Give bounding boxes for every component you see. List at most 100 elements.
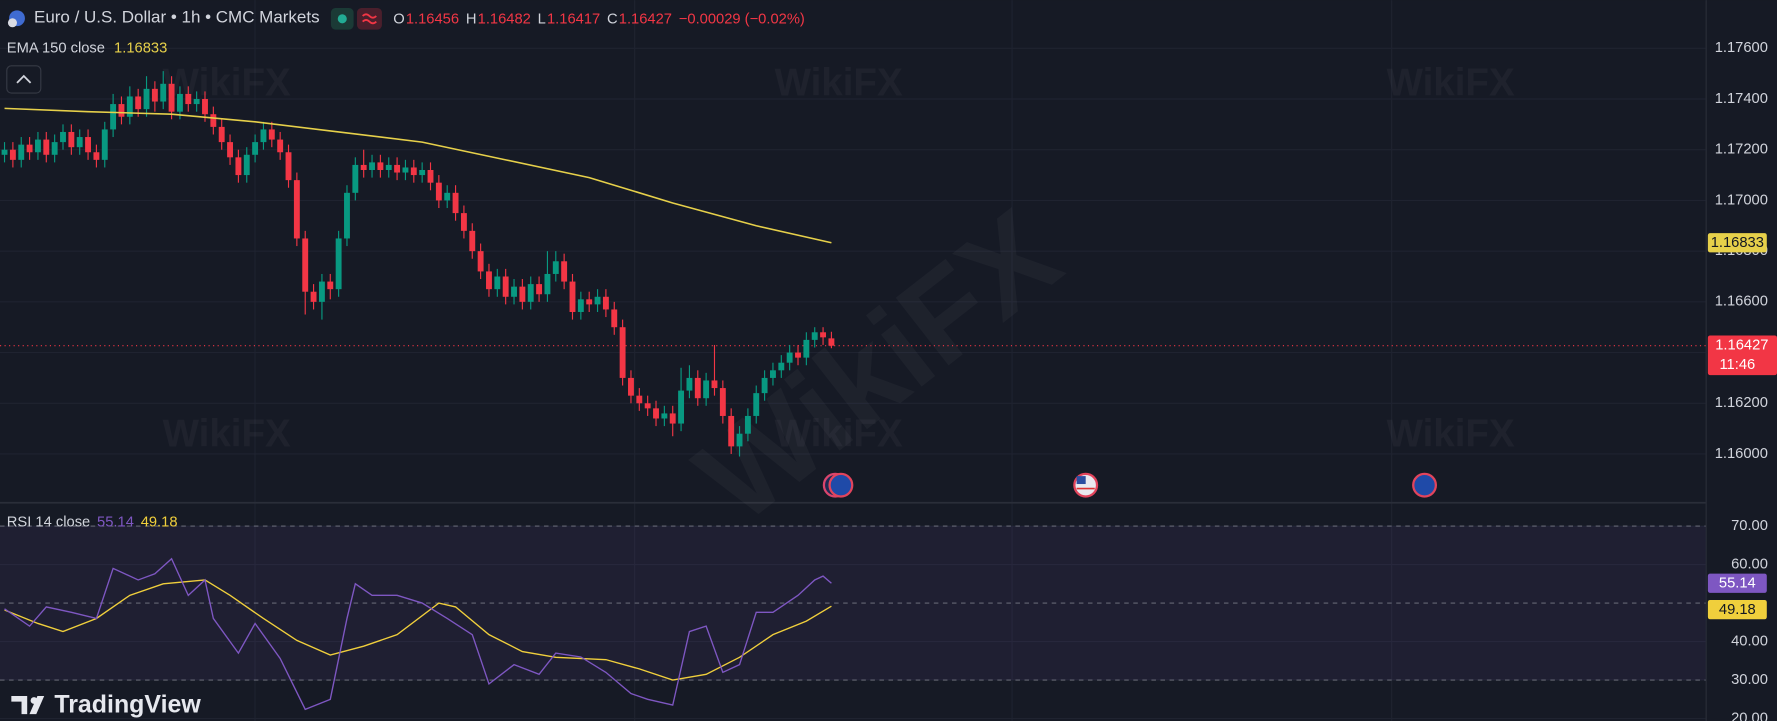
status-badges <box>330 8 382 30</box>
y-tick-label: 30.00 <box>1731 672 1768 688</box>
candle-body <box>694 377 701 399</box>
candle-body <box>778 362 785 371</box>
candle-body <box>460 213 467 231</box>
candle-body <box>803 339 810 358</box>
y-tick-label: 1.17600 <box>1715 40 1768 56</box>
candle-body <box>218 126 225 143</box>
watermark: WikiFX <box>775 61 903 104</box>
candle-body <box>402 167 409 173</box>
rsi-name: RSI 14 close <box>7 514 90 530</box>
candle-body <box>636 395 643 404</box>
candle-body <box>168 83 175 112</box>
candle-body <box>202 99 208 115</box>
status-badge[interactable] <box>357 8 382 30</box>
candle-body <box>594 296 601 305</box>
candle-body <box>678 390 685 424</box>
change-label: −0.00029 (−0.02%) <box>679 11 805 27</box>
candle-body <box>34 139 41 153</box>
candle-body <box>644 403 651 409</box>
price-badge <box>1707 335 1777 376</box>
flag-part <box>1076 476 1086 485</box>
candle-body <box>744 415 751 434</box>
candle-body <box>686 377 693 391</box>
candle-body <box>352 164 359 193</box>
candle-body <box>394 164 401 173</box>
candle-body <box>653 408 659 419</box>
candle-body <box>243 154 250 176</box>
candle-body <box>427 169 434 183</box>
candle-body <box>452 192 459 214</box>
candle-body <box>419 169 426 176</box>
candle-body <box>26 144 33 153</box>
event-icon[interactable] <box>828 472 854 498</box>
candle-body <box>318 281 325 302</box>
collapse-button[interactable] <box>6 65 42 94</box>
candle-body <box>344 192 350 239</box>
candle-body <box>9 149 16 160</box>
candle-body <box>486 271 492 290</box>
y-tick-label: 1.17200 <box>1715 142 1768 158</box>
rsi-ma-badge-text: 49.18 <box>1719 602 1756 618</box>
candle-body <box>611 309 618 328</box>
ohlc-letter: H <box>466 11 477 27</box>
rsi-value: 55.14 <box>97 514 134 530</box>
price-badge-text: 1.16427 <box>1715 338 1768 354</box>
rsi-badge <box>1707 573 1767 593</box>
candle-body <box>126 96 133 117</box>
candle-body <box>619 327 626 378</box>
candle-body <box>786 352 793 363</box>
candle-body <box>435 182 442 201</box>
y-tick-label: 1.16000 <box>1715 446 1768 462</box>
ohlc-letter: O <box>393 11 404 27</box>
y-tick-label: 70.00 <box>1731 518 1768 534</box>
candle-body <box>327 281 334 290</box>
candle-body <box>60 131 66 143</box>
y-tick-label: 1.17400 <box>1715 91 1768 107</box>
countdown: 11:46 <box>1719 357 1755 373</box>
candle-body <box>377 162 384 170</box>
candle-body <box>268 129 275 140</box>
candle-body <box>293 180 300 239</box>
watermark: WikiFX <box>1387 413 1515 456</box>
candle-body <box>302 238 309 292</box>
y-tick-label: 1.16200 <box>1715 395 1768 411</box>
candle-body <box>101 129 108 160</box>
candle-body <box>285 152 292 181</box>
ema-badge-text: 1.16833 <box>1711 235 1764 251</box>
candle-body <box>586 299 593 305</box>
candle-body <box>811 332 818 340</box>
candle-body <box>577 299 584 312</box>
candle-body <box>76 137 83 148</box>
status-dot <box>337 14 347 24</box>
candle-body <box>444 192 451 201</box>
candle-body <box>753 393 760 416</box>
candle-body <box>335 238 342 290</box>
brand-name: TradingView <box>54 691 201 719</box>
candle-body <box>628 377 634 396</box>
candle-body <box>527 284 534 302</box>
status-glyph <box>362 13 377 25</box>
events <box>822 472 1438 498</box>
candle-body <box>511 286 517 297</box>
candle-body <box>176 93 183 112</box>
candle-body <box>728 415 735 447</box>
ohlc-value: 1.16427 <box>619 11 672 27</box>
candle-body <box>795 352 801 358</box>
brand-logo <box>30 697 38 704</box>
candle-body <box>711 380 718 389</box>
candle-body <box>135 96 142 110</box>
candle-body <box>210 114 217 127</box>
event-icon[interactable] <box>1412 472 1438 498</box>
rsi-ma-line <box>4 579 832 681</box>
candle-body <box>719 388 726 416</box>
watermark: WikiFX <box>163 413 291 456</box>
symbol-icon <box>7 18 17 28</box>
candle-body <box>1 149 8 155</box>
rsi-ma-badge <box>1707 599 1767 620</box>
candle-body <box>93 152 100 160</box>
ohlc-value: 1.16482 <box>478 11 531 27</box>
candle-body <box>669 413 676 424</box>
rsi-badge-text: 55.14 <box>1719 576 1756 592</box>
candle-body <box>260 129 267 143</box>
